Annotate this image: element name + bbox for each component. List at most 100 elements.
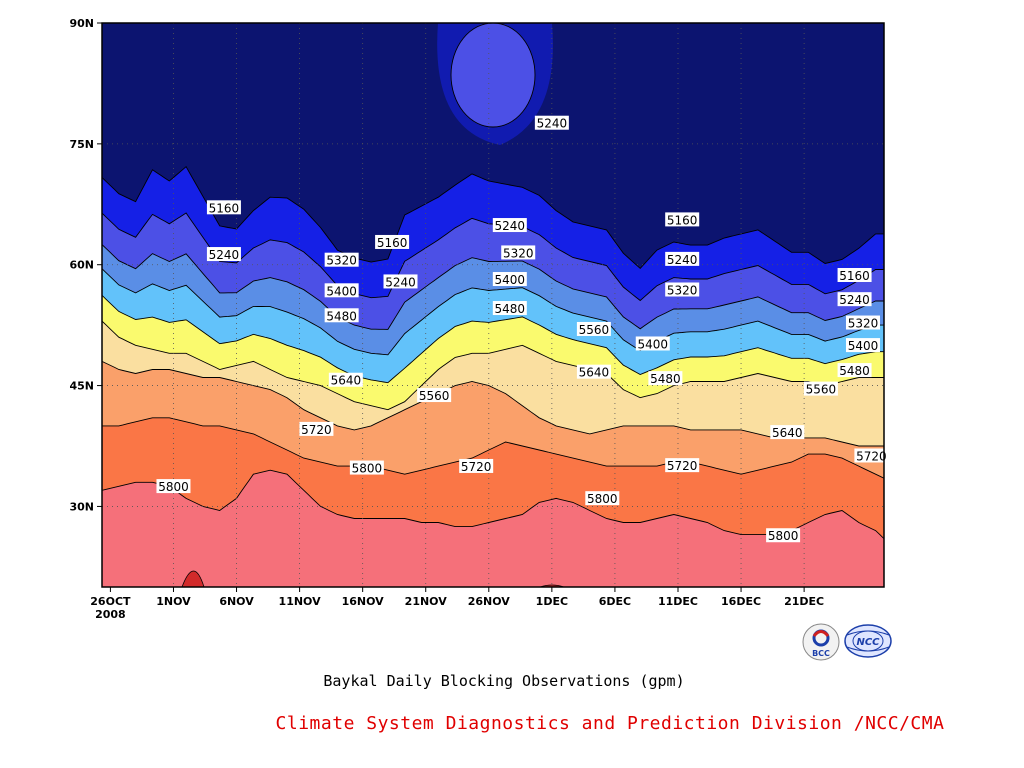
- contour-label-text: 5560: [579, 323, 610, 337]
- contour-label-text: 5560: [419, 389, 450, 403]
- contour-label-text: 5800: [768, 529, 799, 543]
- contour-label-bg: [665, 458, 700, 473]
- chart-title: Baykal Daily Blocking Observations (gpm): [323, 672, 685, 690]
- contour-label-bg: [585, 491, 620, 506]
- contour-label: 5320: [324, 252, 359, 268]
- contour-label-bg: [156, 479, 191, 494]
- contour-label-bg: [375, 234, 410, 249]
- x-axis: 26OCT 1NOV 6NOV 11NOV 16NOV 21NOV 26NOV 1DEC 6DE…: [90, 587, 824, 621]
- contour-label-text: 5560: [806, 383, 837, 397]
- contour-label-bg: [576, 364, 611, 379]
- x-tick-label: 6DEC: [599, 595, 631, 608]
- contour-label-text: 5240: [839, 293, 870, 307]
- contour-label-bg: [665, 212, 700, 227]
- contour-label-bg: [501, 245, 536, 260]
- contour-label-bg: [534, 115, 569, 130]
- x-tick-label: 16DEC: [721, 595, 761, 608]
- contour-label-bg: [770, 425, 805, 440]
- contour-label-text: 5160: [839, 269, 870, 283]
- contour-label: 5320: [665, 282, 700, 297]
- contour-label-text: 5240: [495, 219, 526, 233]
- contour-label-bg: [648, 371, 683, 386]
- y-tick-label: 45N: [69, 380, 94, 393]
- contour-label: 5480: [837, 363, 872, 378]
- y-tick-label: 60N: [69, 259, 94, 272]
- contour-label: 5240: [665, 251, 700, 267]
- contour-label-bg: [328, 372, 363, 387]
- contour-label: 5800: [585, 491, 620, 506]
- contour-label: 5560: [803, 381, 838, 397]
- bcc-logo: BCC: [802, 623, 840, 665]
- contour-label: 5320: [501, 245, 536, 260]
- contour-label-bg: [324, 308, 359, 323]
- contour-label-text: 5800: [158, 480, 189, 494]
- x-tick-label: 26NOV: [468, 595, 511, 608]
- footer-credit: Climate System Diagnostics and Predictio…: [275, 713, 945, 734]
- contour-label-text: 5320: [667, 283, 698, 297]
- contour-label-text: 5720: [856, 449, 887, 463]
- ncc-logo: NCC: [843, 623, 893, 663]
- contour-label-text: 5400: [326, 284, 357, 298]
- contour-label-bg: [324, 283, 359, 298]
- y-tick-label: 90N: [69, 17, 94, 30]
- contour-5800: [102, 469, 884, 540]
- contour-label-bg: [206, 200, 241, 215]
- contour-label: 5800: [349, 460, 384, 476]
- contour-label: 5320: [845, 315, 880, 331]
- contour-label: 5480: [648, 371, 683, 386]
- contour-label: 5720: [665, 458, 700, 473]
- contour-label: 5240: [837, 292, 872, 307]
- contour-label-bg: [766, 528, 801, 543]
- contour-label: 5720: [299, 421, 334, 437]
- ncc-logo-text: NCC: [856, 637, 880, 648]
- contour-label-text: 5480: [839, 364, 870, 378]
- contour-5640: [102, 360, 884, 447]
- contour-label-bg: [837, 292, 872, 307]
- contour-label-bg: [299, 421, 334, 436]
- contour-label: 5560: [417, 388, 452, 403]
- contour-label-bg: [854, 448, 889, 463]
- contour-label-text: 5640: [772, 426, 803, 440]
- contour-label-text: 5160: [667, 213, 698, 227]
- contour-label-bg: [845, 315, 880, 330]
- contour-label: 5640: [770, 425, 805, 440]
- contour-label-text: 5400: [495, 273, 526, 287]
- contour-label: 5400: [324, 283, 359, 298]
- contour-label-bg: [349, 460, 384, 475]
- contour-label-text: 5640: [331, 374, 362, 388]
- x-year-label: 2008: [95, 608, 126, 621]
- contour-fills: [102, 23, 884, 587]
- contour-label: 5400: [845, 338, 880, 353]
- plot-frame: [101, 22, 885, 588]
- x-tick-label: 1NOV: [156, 595, 191, 608]
- band-5800: [102, 470, 884, 587]
- bcc-logo-text: BCC: [812, 649, 830, 658]
- contour-5160: [102, 166, 884, 270]
- contour-label-text: 5480: [326, 309, 357, 323]
- contour-label-text: 5720: [461, 460, 492, 474]
- contour-label: 5560: [576, 321, 611, 337]
- contour-label: 5240: [492, 218, 527, 233]
- contour-label-text: 5400: [848, 339, 879, 353]
- contour-label: 5400: [492, 272, 527, 287]
- contour-label-bg: [803, 381, 838, 396]
- contour-label-bg: [837, 267, 872, 282]
- contour-label-bg: [206, 247, 241, 262]
- contour-label-bg: [492, 301, 527, 316]
- contour-label-text: 5320: [503, 246, 534, 260]
- contour-5400: [102, 268, 884, 356]
- contour-label: 5720: [459, 458, 494, 474]
- contour-label-bg: [845, 338, 880, 353]
- contour-label: 5640: [576, 364, 611, 380]
- contour-label: 5800: [156, 479, 191, 494]
- contour-label: 5800: [766, 528, 801, 543]
- y-tick-label: 75N: [69, 138, 94, 151]
- contour-label: 5720: [854, 448, 889, 463]
- contour-label-text: 5480: [650, 372, 681, 386]
- contour-lines: [102, 23, 884, 587]
- contour-label-bg: [665, 251, 700, 266]
- contour-label-text: 5480: [495, 302, 526, 316]
- contour-label: 5160: [665, 212, 700, 227]
- x-tick-label: 11NOV: [279, 595, 322, 608]
